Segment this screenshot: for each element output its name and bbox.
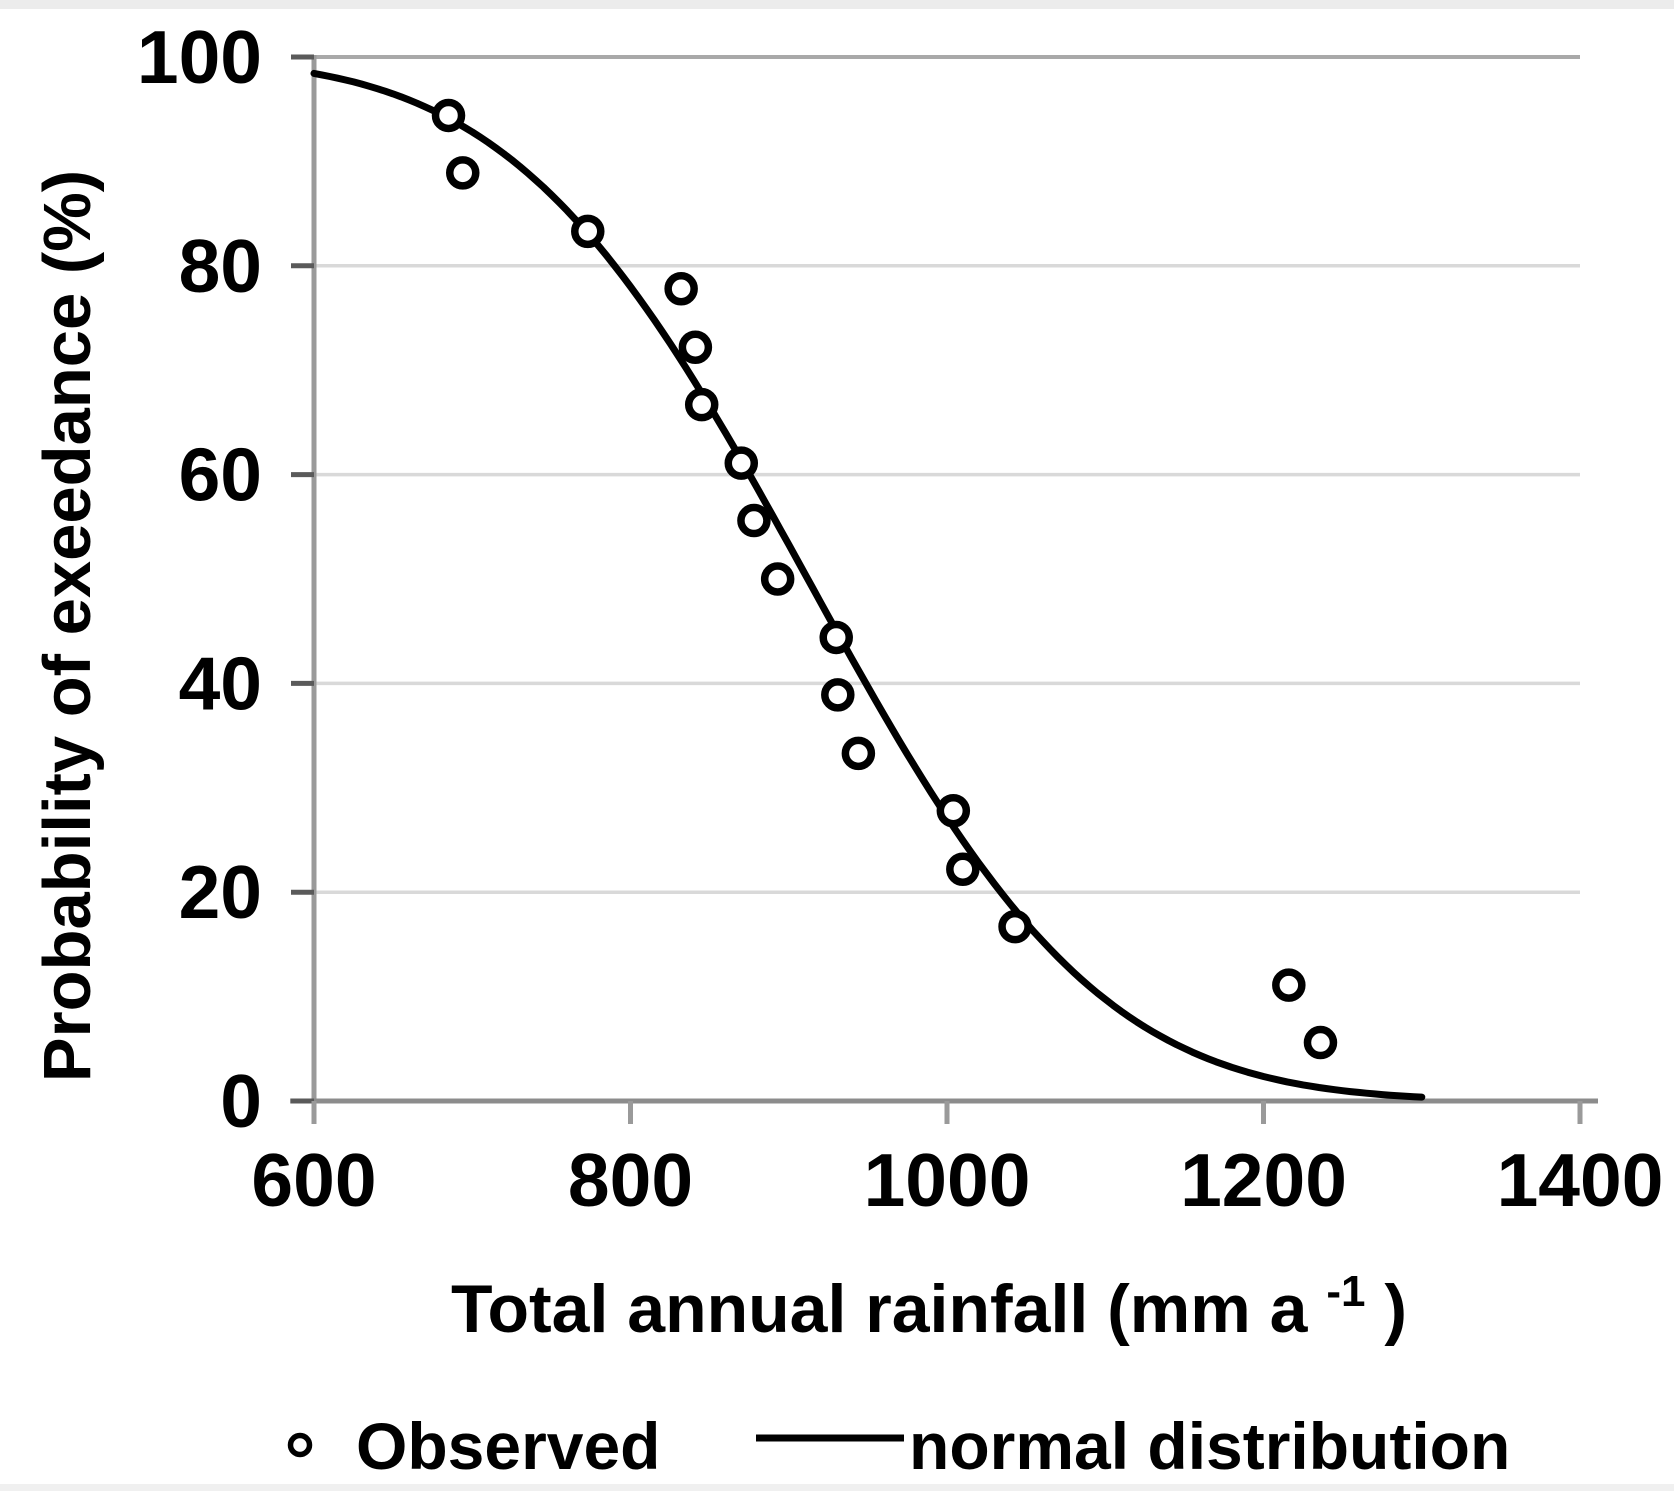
normal-distribution-curve [310, 69, 1426, 1101]
x-axis-title-suffix: ) [1384, 1271, 1407, 1347]
axes [290, 55, 1598, 1104]
y-tick-label-80: 80 [179, 224, 262, 308]
figure-bottom-border [0, 1484, 1674, 1491]
y-tick-label-20: 20 [179, 850, 262, 934]
y-tick-label-40: 40 [179, 641, 262, 725]
y-axis-title: Probability of exeedance (%) [30, 170, 105, 1082]
observed-point [760, 562, 795, 596]
legend-observed-label: Observed [356, 1409, 660, 1483]
observed-point [821, 678, 855, 712]
observed-point [446, 156, 480, 190]
x-tick-label-1000: 1000 [864, 1138, 1031, 1222]
x-tick-label-1400: 1400 [1497, 1138, 1664, 1222]
observed-point [724, 446, 759, 480]
observed-point [946, 852, 980, 886]
tick-marks [291, 54, 1583, 1124]
legend-normal-distribution-label: normal distribution [909, 1409, 1510, 1483]
observed-point [431, 98, 466, 133]
legend: Observed normal distribution [287, 1409, 1510, 1483]
observed-point [1303, 1025, 1338, 1060]
y-tick-label-100: 100 [137, 15, 262, 99]
x-axis-title-main: Total annual rainfall (mm a [451, 1271, 1309, 1347]
observed-points-layer [431, 98, 1338, 1060]
gridlines [314, 55, 1580, 894]
observed-point [819, 620, 853, 655]
x-axis-title-superscript: -1 [1326, 1267, 1365, 1316]
x-tick-label-600: 600 [251, 1138, 376, 1222]
y-tick-label-60: 60 [179, 433, 262, 517]
figure-top-border [0, 0, 1674, 9]
observed-point [841, 736, 876, 771]
tick-labels: 0 20 40 60 80 100 600 800 1000 1200 1400 [137, 15, 1664, 1222]
x-tick-label-800: 800 [568, 1138, 693, 1222]
observed-point [936, 794, 971, 828]
observed-point [1272, 968, 1306, 1002]
legend-observed-marker-icon [287, 1432, 313, 1458]
y-tick-label-0: 0 [220, 1059, 262, 1143]
observed-point [678, 330, 713, 364]
x-axis-title: Total annual rainfall (mm a -1 ) [451, 1245, 1407, 1347]
observed-point [998, 909, 1032, 944]
x-tick-label-1200: 1200 [1180, 1138, 1347, 1222]
observed-point [664, 272, 698, 306]
observed-point [684, 387, 719, 422]
normal-distribution-curve-layer [310, 69, 1426, 1101]
observed-point [571, 214, 605, 249]
observed-point [737, 503, 771, 538]
